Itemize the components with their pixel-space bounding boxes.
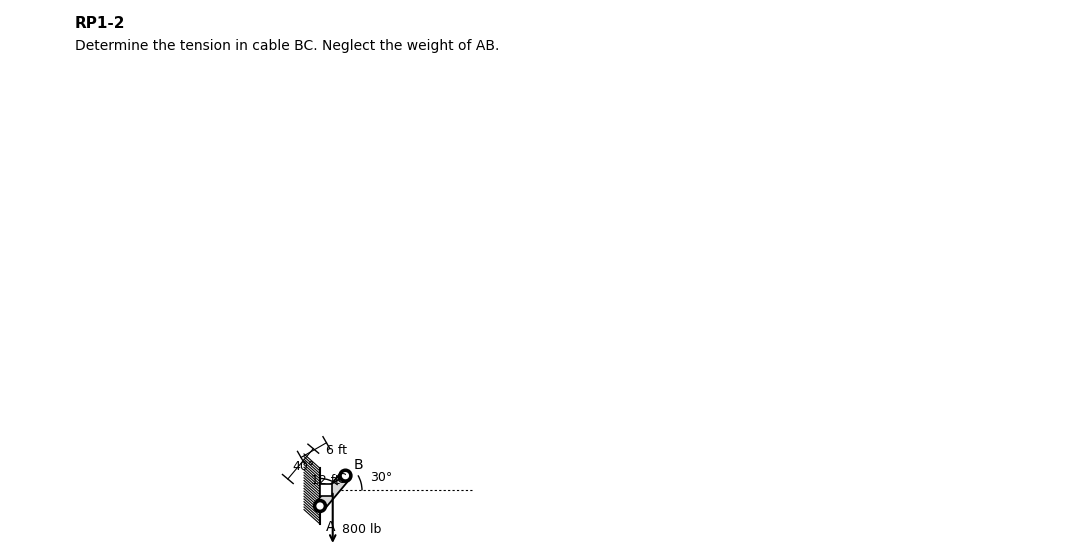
Text: 6 ft: 6 ft xyxy=(326,444,347,457)
Polygon shape xyxy=(315,472,350,510)
Text: 30°: 30° xyxy=(370,471,392,484)
Text: B: B xyxy=(353,458,363,472)
Circle shape xyxy=(339,469,352,482)
Text: C: C xyxy=(336,472,346,487)
Text: 12 ft: 12 ft xyxy=(311,474,339,487)
Text: Determine the tension in cable BC. Neglect the weight of AB.: Determine the tension in cable BC. Negle… xyxy=(75,39,499,53)
Circle shape xyxy=(318,503,323,509)
Text: A: A xyxy=(326,520,336,534)
Circle shape xyxy=(313,500,326,512)
Text: RP1-2: RP1-2 xyxy=(75,16,125,31)
Text: 40°: 40° xyxy=(293,460,315,473)
Text: 800 lb: 800 lb xyxy=(341,523,381,536)
Polygon shape xyxy=(320,484,332,496)
Circle shape xyxy=(342,473,349,479)
